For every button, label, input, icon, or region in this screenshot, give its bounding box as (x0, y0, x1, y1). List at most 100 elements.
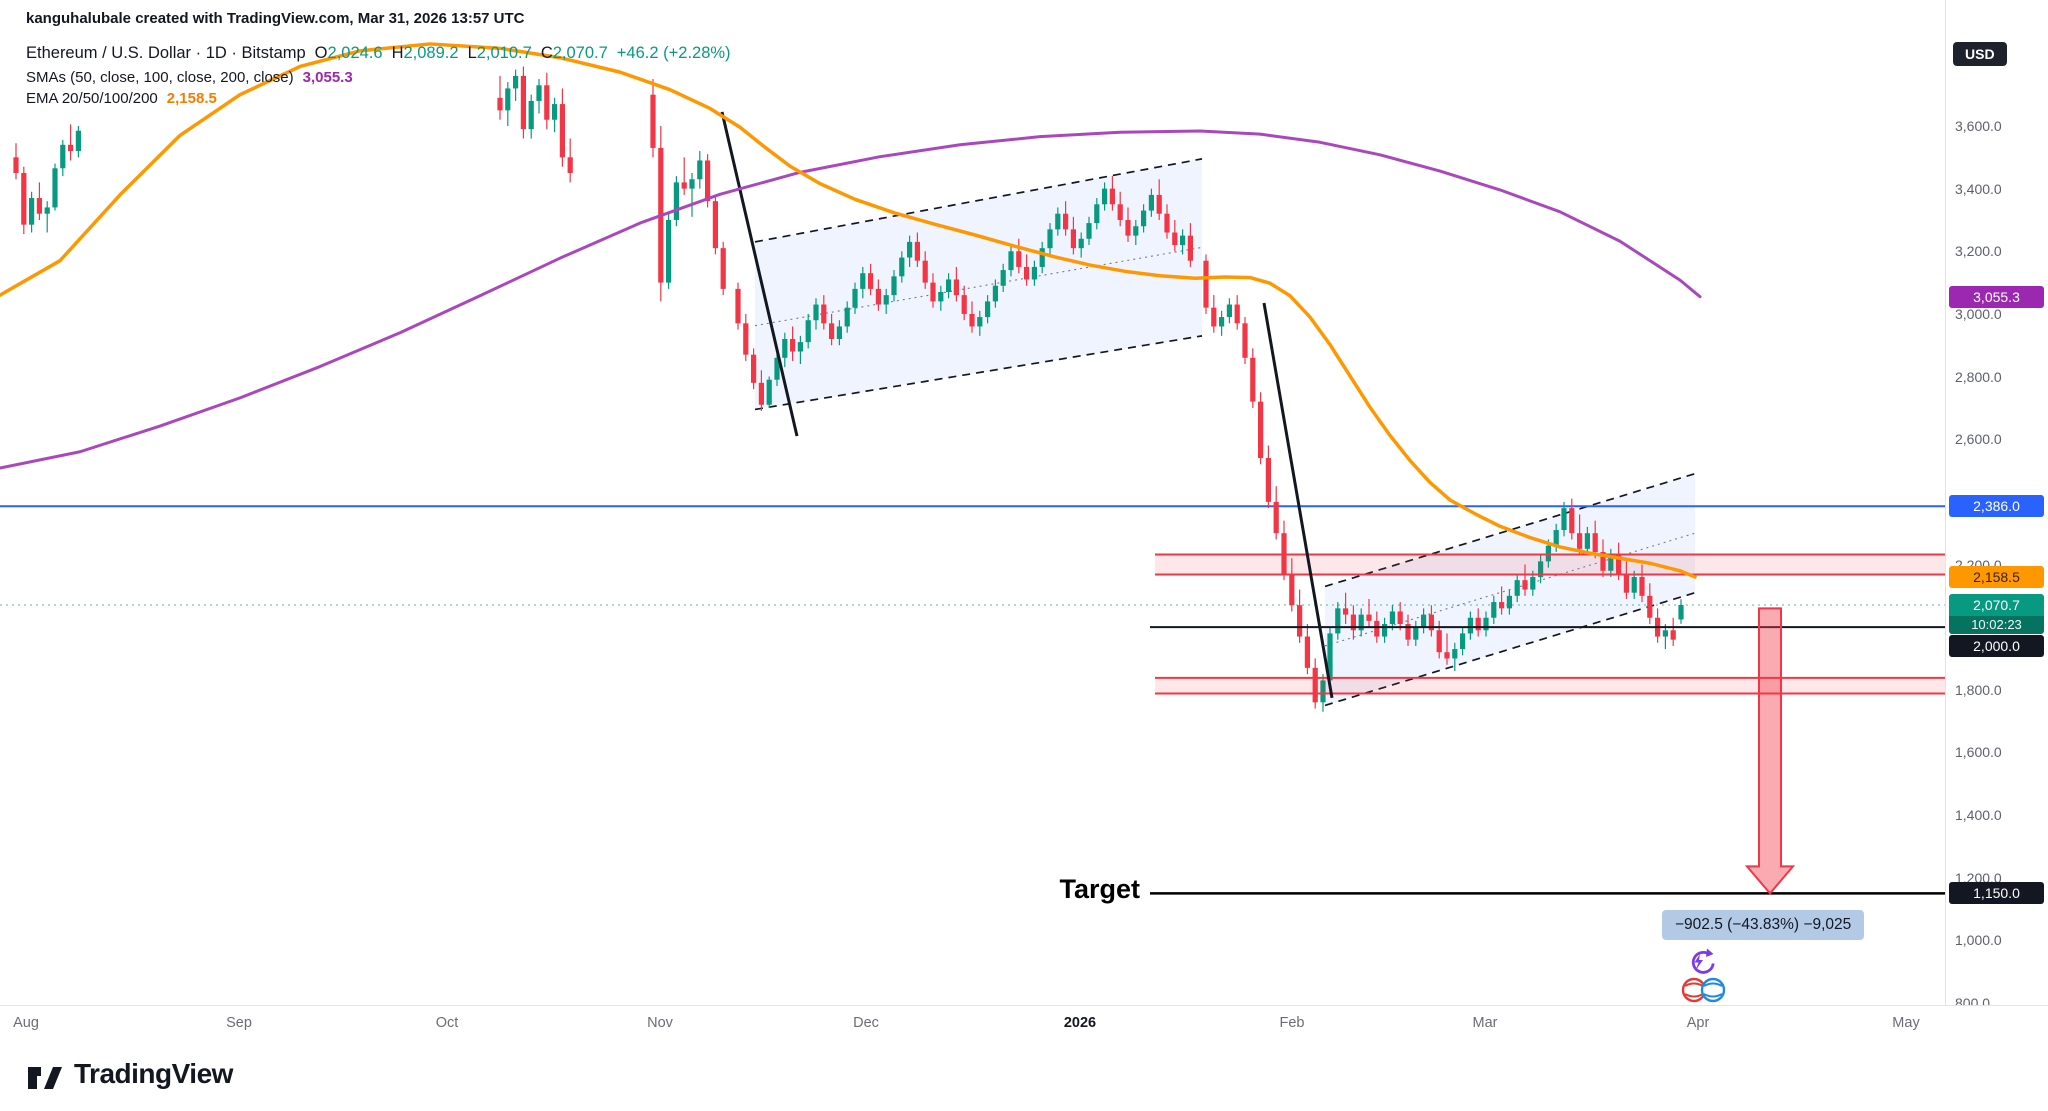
candle-body (1304, 636, 1310, 668)
candle-body (1039, 248, 1045, 267)
candle-body (1273, 501, 1279, 534)
candle-body (1148, 194, 1154, 211)
channel-upper-line[interactable] (1324, 472, 1696, 588)
candle-body (1491, 602, 1497, 618)
sticker-icons[interactable] (1680, 976, 1728, 1004)
candle-body (1156, 194, 1162, 214)
time-label: Sep (226, 1015, 252, 1031)
candle-body (914, 241, 920, 261)
price-zone-fill[interactable] (1155, 677, 1945, 694)
candle-body (681, 182, 687, 189)
candle-body (891, 276, 897, 296)
price-badge[interactable]: 2,158.5 (1949, 566, 2044, 589)
candle-body (1102, 188, 1108, 205)
candle-body (1670, 630, 1676, 640)
trend-line[interactable] (720, 111, 799, 437)
price-label: 2,600.0 (1955, 431, 2002, 448)
channel-lower-line[interactable] (754, 335, 1203, 411)
candle-body (1350, 614, 1356, 631)
ema-label: EMA 20/50/100/200 (26, 90, 158, 107)
price-badge[interactable]: 2,386.0 (1949, 495, 2044, 518)
candle-body (1421, 614, 1427, 628)
candle-body (1219, 317, 1225, 327)
price-axis[interactable]: 3,600.0 3,400.0 3,200.0 3,000.0 2,800.0 2,600… (1945, 0, 2048, 1011)
time-axis[interactable]: Aug Sep Oct Nov Dec 2026 Feb Mar Apr May (0, 1005, 2048, 1044)
candle-body (1382, 624, 1388, 637)
currency-toggle-button[interactable]: USD (1953, 42, 2007, 66)
chart-canvas[interactable] (0, 0, 2048, 1005)
sma-line[interactable] (0, 129, 1702, 470)
candle-body (1483, 617, 1489, 631)
price-label: 1,800.0 (1955, 681, 2002, 698)
candle-body (922, 260, 928, 283)
candle-body (1374, 620, 1380, 637)
ema-value: 2,158.5 (166, 90, 217, 107)
candle-body (1584, 533, 1590, 549)
time-label: 2026 (1063, 1015, 1097, 1031)
candle-body (1452, 649, 1458, 659)
candle-body (743, 323, 749, 355)
candle-body (735, 288, 741, 324)
candle-body (1133, 226, 1139, 236)
trend-line[interactable] (1262, 302, 1334, 699)
candle-body (52, 168, 58, 208)
candle-body (1678, 604, 1684, 620)
candle-body (1530, 577, 1536, 590)
candle-body (1335, 608, 1341, 634)
candle-body (1070, 229, 1076, 249)
candle-body (1538, 561, 1544, 578)
candle-body (1265, 458, 1271, 502)
symbol-legend[interactable]: Ethereum / U.S. Dollar · 1D · Bitstamp O… (26, 44, 731, 63)
price-badge[interactable]: 2,070.7 10:02:23 (1949, 593, 2044, 634)
ema-legend[interactable]: EMA 20/50/100/200 2,158.5 (26, 90, 217, 107)
candle-body (673, 182, 679, 220)
price-badge[interactable]: 3,055.3 (1949, 285, 2044, 308)
channel-lower-line[interactable] (1324, 591, 1696, 707)
candle-body (1078, 238, 1084, 249)
candle-body (774, 357, 780, 380)
candle-body (790, 338, 796, 352)
ohlc-open: O2,024.6 (314, 44, 383, 62)
candle-body (1639, 577, 1645, 596)
candle-body (1234, 304, 1240, 324)
candle-body (705, 160, 711, 202)
change-value: +46.2 (+2.28%) (616, 44, 731, 62)
candle-body (1522, 580, 1528, 590)
candle-body (1475, 617, 1481, 631)
projection-arrow[interactable] (1744, 607, 1796, 895)
time-label: Nov (647, 1015, 673, 1031)
candle-body (1242, 323, 1248, 358)
strategy-refresh-icon[interactable] (1684, 946, 1716, 976)
candle-body (844, 307, 850, 327)
candle-body (505, 88, 511, 111)
target-drawing-label[interactable]: Target (1059, 874, 1140, 904)
channel-upper-line[interactable] (754, 158, 1203, 243)
candle-body (1366, 614, 1372, 621)
candle-body (1569, 508, 1575, 534)
measure-tool-label[interactable]: −902.5 (−43.83%) −9,025 (1662, 910, 1865, 940)
price-badge[interactable]: 2,000.0 (1949, 634, 2044, 657)
candle-body (544, 85, 550, 120)
candle-body (1600, 551, 1606, 571)
candle-body (1289, 573, 1295, 606)
time-label: Feb (1279, 1015, 1305, 1031)
sma-legend[interactable]: SMAs (50, close, 100, close, 200, close)… (26, 69, 353, 86)
price-zone-fill[interactable] (1155, 554, 1945, 575)
candle-body (559, 104, 565, 158)
price-badge[interactable]: 1,150.0 (1949, 882, 2044, 905)
candle-body (1016, 251, 1022, 267)
candle-body (758, 382, 764, 405)
candle-body (969, 313, 975, 327)
tradingview-logo[interactable]: TradingView (26, 1057, 233, 1091)
candle-body (1320, 680, 1326, 703)
ema-line[interactable] (0, 42, 1697, 579)
candle-body (1086, 223, 1092, 239)
candle-body (797, 342, 803, 352)
candle-body (1662, 630, 1668, 637)
candle-body (13, 157, 19, 173)
candle-body (829, 323, 835, 339)
candle-body (1631, 577, 1637, 593)
candle-body (751, 354, 757, 383)
candle-body (1553, 530, 1559, 546)
symbol-title[interactable]: Ethereum / U.S. Dollar · 1D · Bitstamp (26, 44, 306, 62)
